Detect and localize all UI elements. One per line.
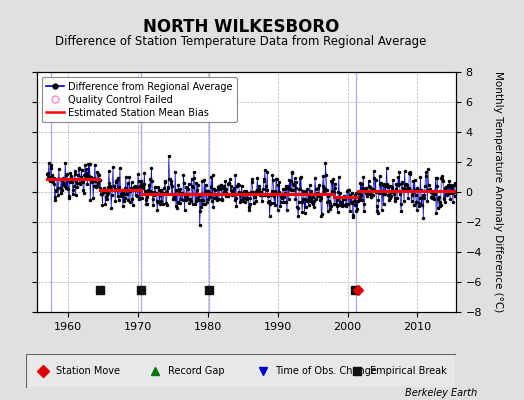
Text: NORTH WILKESBORO: NORTH WILKESBORO bbox=[143, 18, 339, 36]
Y-axis label: Monthly Temperature Anomaly Difference (°C): Monthly Temperature Anomaly Difference (… bbox=[493, 71, 503, 313]
Text: Empirical Break: Empirical Break bbox=[370, 366, 446, 376]
FancyBboxPatch shape bbox=[26, 354, 456, 388]
Text: Berkeley Earth: Berkeley Earth bbox=[405, 388, 477, 398]
Text: Time of Obs. Change: Time of Obs. Change bbox=[276, 366, 377, 376]
Text: Record Gap: Record Gap bbox=[168, 366, 225, 376]
Text: Station Move: Station Move bbox=[56, 366, 121, 376]
Text: Difference of Station Temperature Data from Regional Average: Difference of Station Temperature Data f… bbox=[56, 35, 427, 48]
Legend: Difference from Regional Average, Quality Control Failed, Estimated Station Mean: Difference from Regional Average, Qualit… bbox=[41, 77, 237, 122]
